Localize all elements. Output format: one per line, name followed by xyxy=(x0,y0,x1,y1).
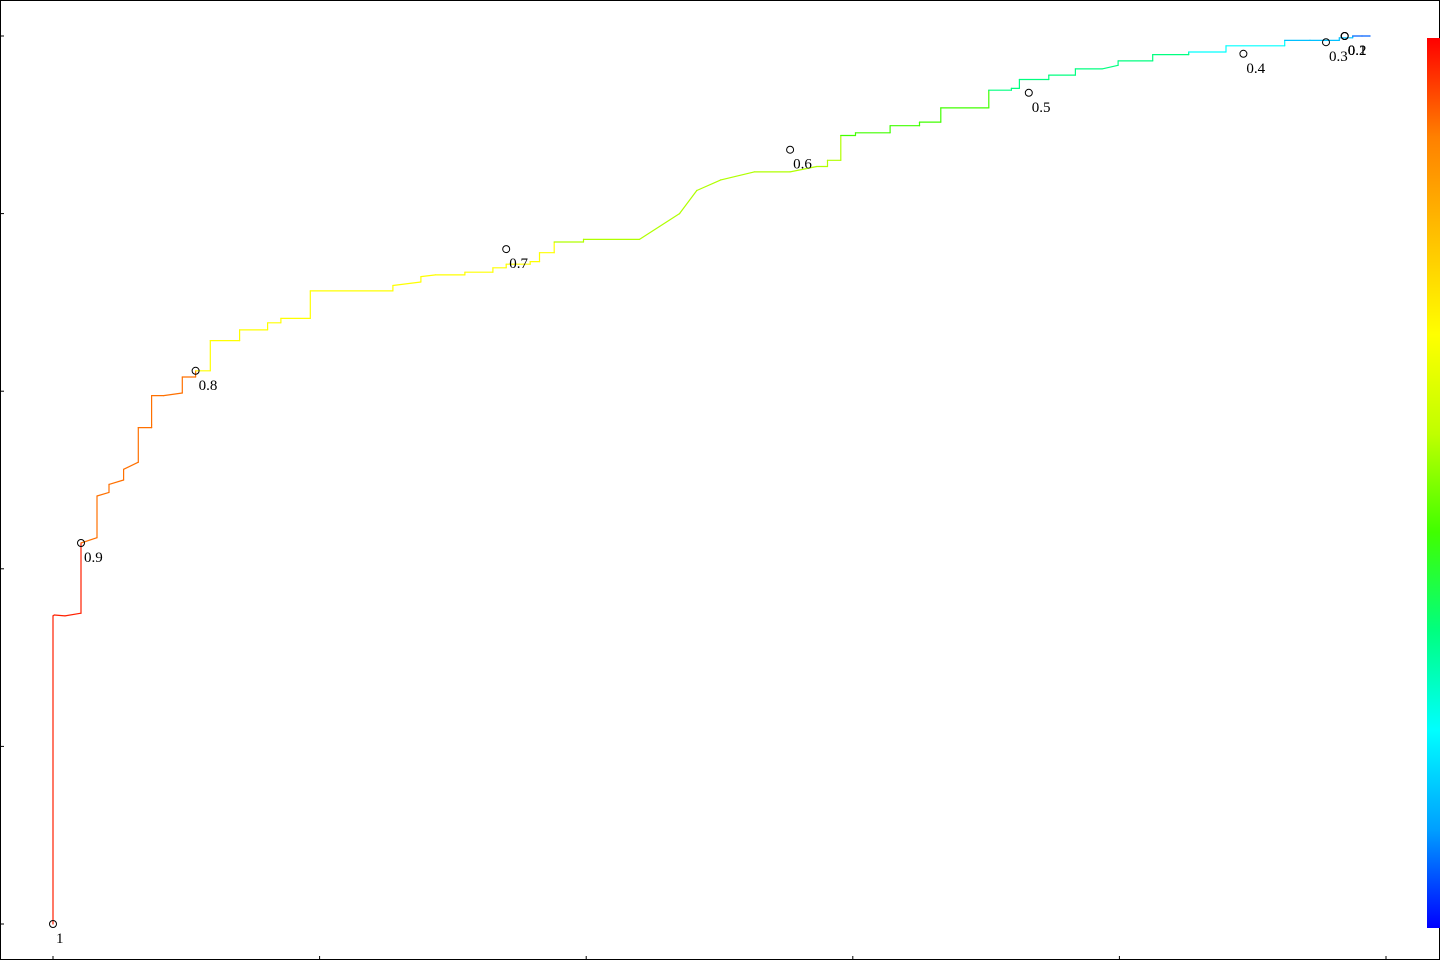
roc-curve-segment xyxy=(163,392,183,397)
roc-curve-segment xyxy=(696,179,722,192)
cutoff-point xyxy=(1024,88,1033,97)
cutoff-label: 1 xyxy=(56,931,64,947)
axis-ticks xyxy=(0,35,1387,960)
cutoff-label: 0.5 xyxy=(1032,100,1051,116)
roc-curve xyxy=(52,35,1371,925)
cutoff-point xyxy=(502,245,511,254)
roc-curve-segment xyxy=(638,213,681,240)
cutoff-point xyxy=(1239,49,1248,58)
colorbar xyxy=(1427,38,1440,928)
roc-curve-segment xyxy=(392,281,422,287)
roc-curve-segment xyxy=(720,171,755,181)
cutoff-label: 0.3 xyxy=(1329,49,1348,65)
roc-curve-segment xyxy=(789,165,818,173)
cutoff-label: 0.4 xyxy=(1246,61,1265,77)
roc-curve-segment xyxy=(96,491,110,497)
roc-curve-segment xyxy=(108,479,125,485)
cutoff-point xyxy=(1340,32,1349,40)
cutoff-label: 0.8 xyxy=(199,378,218,394)
cutoff-markers: 1 0.9 0.8 0.7 0.6 0.5 0.4 0.3 0.20.10 xyxy=(49,32,1367,947)
cutoff-label: 0.9 xyxy=(84,550,103,566)
roc-curve-segment xyxy=(122,461,139,470)
cutoff-point xyxy=(191,366,200,375)
roc-curve-segment xyxy=(678,189,698,215)
roc-curve-segment xyxy=(1101,64,1119,70)
roc-curve-segment xyxy=(80,537,98,544)
cutoff-label: 0.7 xyxy=(509,256,528,272)
roc-curve-segment xyxy=(420,274,437,278)
roc-curve-segment xyxy=(53,614,66,617)
cutoff-label: 0 xyxy=(1348,43,1356,59)
cutoff-point xyxy=(49,920,57,928)
roc-curve-segment xyxy=(64,612,82,617)
cutoff-point xyxy=(786,145,795,154)
cutoff-point xyxy=(77,539,85,547)
cutoff-point xyxy=(1322,38,1330,47)
cutoff-label: 0.6 xyxy=(793,157,812,173)
cutoff-label: 0.1 xyxy=(1348,43,1367,59)
cutoff-label: 0.2 xyxy=(1348,43,1367,59)
